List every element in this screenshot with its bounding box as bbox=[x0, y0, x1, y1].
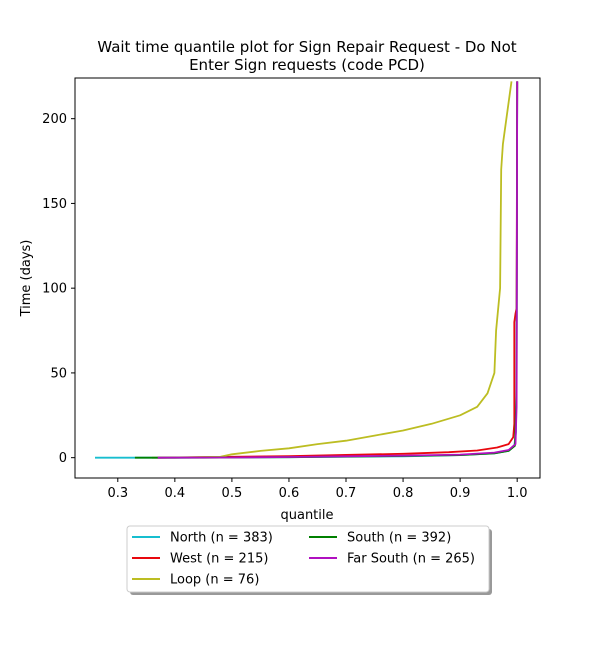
legend-label: South (n = 392) bbox=[347, 531, 451, 546]
x-tick-label: 0.7 bbox=[336, 486, 357, 501]
series-line-1 bbox=[157, 81, 519, 459]
series-line-3 bbox=[134, 81, 519, 459]
x-tick-label: 0.8 bbox=[393, 486, 414, 501]
legend: North (n = 383) West (n = 215) Loop (n = 7… bbox=[126, 525, 492, 595]
x-axis-label: quantile bbox=[280, 508, 333, 523]
legend-label: West (n = 215) bbox=[170, 552, 268, 567]
x-tick-label: 1.0 bbox=[507, 486, 528, 501]
chart-title-line-2: Enter Sign requests (code PCD) bbox=[189, 56, 425, 74]
y-tick-label: 150 bbox=[42, 197, 67, 212]
y-axis: 0 50 100 150 200 bbox=[42, 112, 75, 466]
legend-entries: North (n = 383) West (n = 215) Loop (n = 7… bbox=[132, 531, 475, 588]
plot-frame bbox=[74, 77, 541, 479]
y-tick-label: 100 bbox=[42, 282, 67, 297]
x-tick-label: 0.6 bbox=[279, 486, 300, 501]
legend-label: Loop (n = 76) bbox=[170, 573, 259, 588]
y-tick-label: 200 bbox=[42, 112, 67, 127]
plot-lines bbox=[95, 81, 519, 459]
x-tick-label: 0.3 bbox=[107, 486, 128, 501]
y-tick-label: 50 bbox=[50, 366, 67, 381]
series-line-2 bbox=[152, 81, 513, 459]
series-line-4 bbox=[157, 81, 519, 459]
x-axis: 0.3 0.4 0.5 0.6 0.7 0.8 0.9 1.0 bbox=[107, 478, 528, 501]
series-line-0 bbox=[95, 81, 519, 459]
y-tick-label: 0 bbox=[59, 451, 67, 466]
x-tick-label: 0.9 bbox=[450, 486, 471, 501]
legend-label: Far South (n = 265) bbox=[347, 552, 475, 567]
chart-title-line-1: Wait time quantile plot for Sign Repair … bbox=[97, 38, 516, 56]
legend-label: North (n = 383) bbox=[170, 531, 273, 546]
x-tick-label: 0.4 bbox=[165, 486, 186, 501]
x-tick-label: 0.5 bbox=[222, 486, 243, 501]
y-axis-label: Time (days) bbox=[19, 240, 34, 318]
legend-box bbox=[126, 525, 490, 593]
